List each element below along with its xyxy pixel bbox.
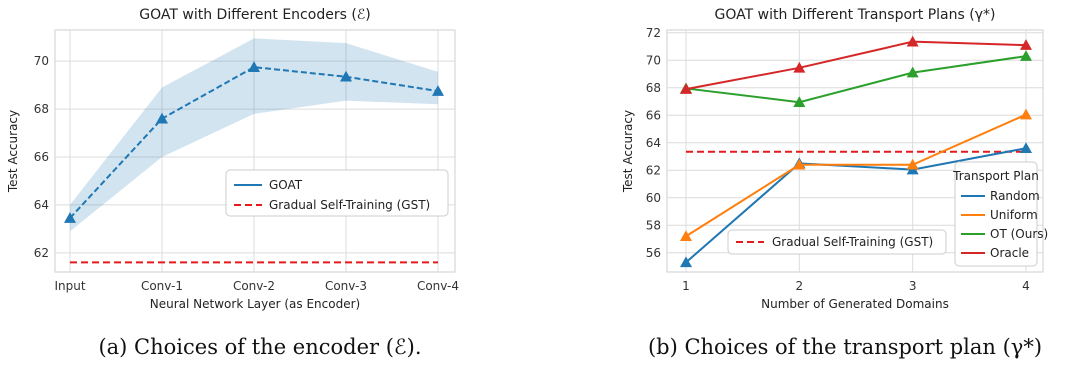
y-axis-label-transport: Test Accuracy bbox=[621, 110, 635, 193]
data-point-ot bbox=[793, 96, 806, 107]
y-tick-label: 62 bbox=[646, 163, 661, 177]
legend-label-oracle: Oracle bbox=[990, 246, 1029, 260]
legend-gst-transport: Gradual Self-Training (GST) bbox=[727, 229, 947, 255]
y-tick-label: 68 bbox=[34, 102, 49, 116]
data-point-ot bbox=[1020, 50, 1032, 61]
series-line-oracle bbox=[685, 40, 1027, 91]
confidence-band-encoder bbox=[70, 38, 438, 232]
x-tick-label: 3 bbox=[909, 279, 917, 293]
legend-encoder: GOAT Gradual Self-Training (GST) bbox=[225, 169, 449, 217]
chart-transport: 56 58 60 62 64 66 68 70 72 1 2 3 4 GOAT with Differe… bbox=[621, 7, 1048, 311]
data-point-oracle bbox=[793, 61, 806, 73]
y-tick-label: 60 bbox=[646, 191, 661, 205]
caption-transport: (b) Choices of the transport plan (γ*) bbox=[648, 335, 1042, 359]
series-line-ot bbox=[685, 55, 1027, 104]
y-tick-label: 64 bbox=[646, 136, 661, 150]
data-point-goat bbox=[432, 85, 444, 96]
x-tick-label: 1 bbox=[682, 279, 690, 293]
x-tick-label: Conv-4 bbox=[417, 279, 459, 293]
legend-title-transport: Transport Plan bbox=[952, 169, 1039, 183]
legend-box-gst-transport bbox=[727, 229, 947, 255]
x-tick-label: Conv-3 bbox=[325, 279, 367, 293]
data-point-goat bbox=[248, 61, 260, 72]
legend-box-transport bbox=[954, 161, 1038, 267]
data-point-oracle bbox=[1020, 39, 1032, 50]
grid-encoder bbox=[55, 30, 455, 272]
ticks-transport: 56 58 60 62 64 66 68 70 72 1 2 3 4 bbox=[646, 26, 1030, 293]
series-line-uniform bbox=[685, 113, 1027, 238]
y-tick-label: 56 bbox=[646, 246, 661, 260]
y-tick-label: 70 bbox=[646, 53, 661, 67]
y-tick-label: 66 bbox=[646, 108, 661, 122]
confidence-band bbox=[70, 38, 438, 232]
ticks-encoder: 62 64 66 68 70 Input Conv-1 Conv-2 Conv-3 Conv-4 bbox=[34, 54, 459, 293]
x-tick-label: Conv-2 bbox=[233, 279, 275, 293]
data-point-ot bbox=[906, 66, 919, 78]
data-point-random bbox=[680, 256, 692, 268]
y-tick-label: 68 bbox=[646, 81, 661, 95]
series-group-transport bbox=[680, 35, 1032, 268]
data-point-random bbox=[1020, 142, 1032, 154]
x-tick-label: Conv-1 bbox=[141, 279, 183, 293]
data-point-uniform bbox=[793, 158, 806, 170]
data-point-oracle bbox=[680, 83, 692, 94]
chart-title-encoder: GOAT with Different Encoders (ℰ) bbox=[139, 7, 370, 23]
legend-box-encoder bbox=[225, 169, 449, 217]
legend-label-goat: GOAT bbox=[269, 178, 303, 192]
y-tick-label: 58 bbox=[646, 218, 661, 232]
legend-label-ot: OT (Ours) bbox=[990, 227, 1048, 241]
data-point-uniform bbox=[1020, 108, 1032, 120]
y-tick-label: 64 bbox=[34, 198, 49, 212]
series-group-encoder bbox=[64, 61, 444, 264]
data-point-goat bbox=[64, 212, 76, 223]
x-axis-label-transport: Number of Generated Domains bbox=[761, 297, 949, 311]
y-axis-label-encoder: Test Accuracy bbox=[6, 110, 20, 193]
data-point-goat bbox=[340, 70, 352, 82]
legend-label-random: Random bbox=[990, 189, 1040, 203]
data-point-oracle bbox=[906, 35, 919, 47]
y-tick-label: 72 bbox=[646, 26, 661, 40]
series-line-random bbox=[685, 147, 1027, 264]
x-tick-label: 2 bbox=[796, 279, 804, 293]
y-tick-label: 66 bbox=[34, 150, 49, 164]
data-point-goat bbox=[156, 112, 168, 124]
x-axis-label-encoder: Neural Network Layer (as Encoder) bbox=[150, 297, 360, 311]
chart-title-transport: GOAT with Different Transport Plans (γ*) bbox=[715, 7, 996, 23]
legend-label-gst-transport: Gradual Self-Training (GST) bbox=[772, 235, 933, 249]
y-tick-label: 70 bbox=[34, 54, 49, 68]
x-tick-label: Input bbox=[54, 279, 85, 293]
x-tick-label: 4 bbox=[1022, 279, 1030, 293]
data-point-uniform bbox=[906, 158, 919, 170]
data-point-uniform bbox=[680, 230, 692, 242]
caption-encoder: (a) Choices of the encoder (ℰ). bbox=[98, 335, 421, 359]
legend-label-gst-encoder: Gradual Self-Training (GST) bbox=[269, 198, 430, 212]
series-line-goat bbox=[69, 66, 439, 219]
legend-transport: Transport Plan Random Uniform OT (Ours) … bbox=[952, 161, 1048, 267]
legend-label-uniform: Uniform bbox=[990, 208, 1038, 222]
y-tick-label: 62 bbox=[34, 246, 49, 260]
